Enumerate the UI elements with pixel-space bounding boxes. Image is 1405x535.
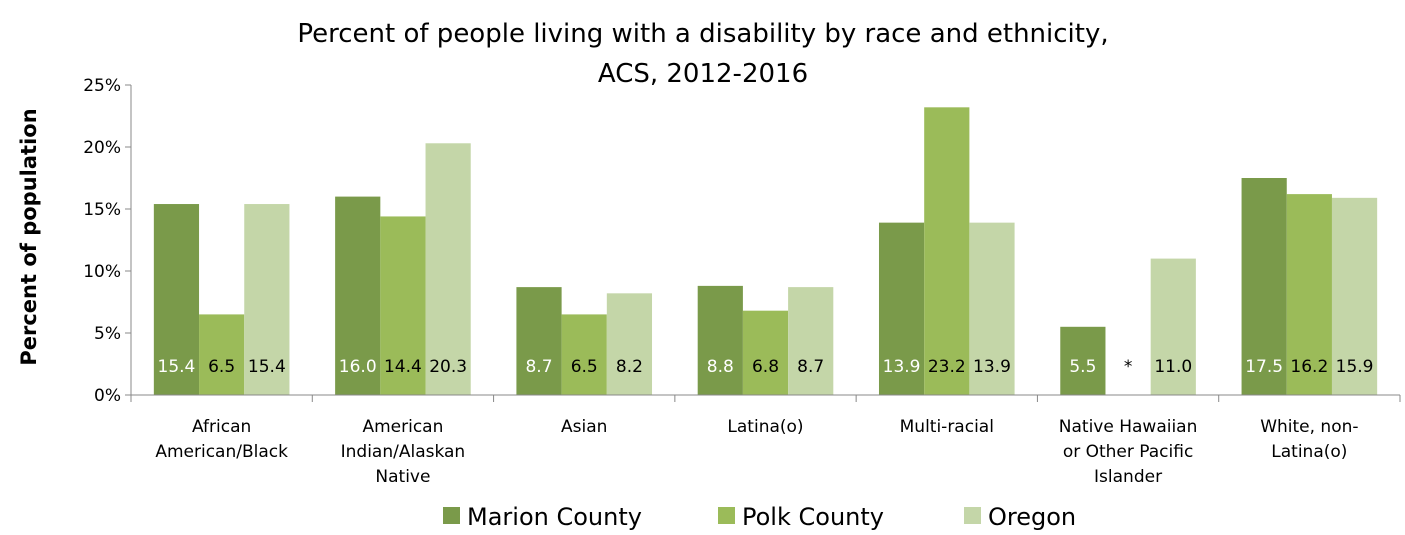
- bar: [244, 204, 290, 395]
- x-category-label: Multi-racial: [900, 417, 994, 437]
- legend-swatch: [443, 507, 460, 524]
- y-tick-label: 20%: [83, 138, 121, 158]
- data-label: 16.0: [339, 357, 377, 377]
- data-label: 6.5: [571, 357, 598, 377]
- data-label: 6.8: [752, 357, 779, 377]
- bar: [1150, 258, 1196, 395]
- data-label: 15.9: [1336, 357, 1374, 377]
- bar: [742, 310, 789, 395]
- legend-swatch: [718, 507, 735, 524]
- data-label: 20.3: [429, 357, 467, 377]
- legend-label: Polk County: [742, 503, 884, 531]
- bar: [969, 222, 1015, 395]
- bar: [516, 287, 562, 395]
- bar: [924, 107, 970, 395]
- data-labels-group: 15.4 6.5 15.4 16.0 14.4 20.3 8.7 6.5 8.2 8.8 6.8 8.…: [158, 357, 1374, 377]
- data-label: 14.4: [384, 357, 422, 377]
- x-category-label: African American/Black: [155, 417, 288, 462]
- y-tick-label: 5%: [94, 324, 121, 344]
- legend-label: Marion County: [467, 503, 642, 531]
- x-category-label: White, non-Latina(o): [1260, 417, 1358, 462]
- data-label: 15.4: [158, 357, 196, 377]
- data-label: 15.4: [248, 357, 286, 377]
- data-label: 8.7: [525, 357, 552, 377]
- bar: [335, 196, 381, 395]
- y-axis-label: Percent of population: [17, 108, 41, 365]
- data-label: 8.2: [616, 357, 643, 377]
- chart-title-line-1: Percent of people living with a disabili…: [297, 19, 1108, 49]
- bar: [1286, 194, 1332, 395]
- data-label: 8.8: [707, 357, 734, 377]
- data-label: 23.2: [928, 357, 966, 377]
- data-label: 16.2: [1290, 357, 1328, 377]
- bar: [199, 314, 245, 395]
- bar: [561, 314, 607, 395]
- bar: [1241, 178, 1287, 395]
- x-category-label: American Indian/Alaskan Native: [341, 417, 466, 487]
- bars-group: [153, 107, 1378, 395]
- y-tick-label: 15%: [83, 200, 121, 220]
- data-label: *: [1124, 357, 1133, 377]
- x-category-label: Latina(o): [727, 417, 803, 437]
- legend-swatch: [964, 507, 981, 524]
- bar: [878, 222, 925, 395]
- x-category-label: Native Hawaiian or Other Pacific Islander: [1059, 417, 1198, 487]
- x-category-label: Asian: [561, 417, 607, 437]
- y-tick-label: 25%: [83, 76, 121, 96]
- data-label: 8.7: [797, 357, 824, 377]
- data-label: 13.9: [883, 357, 921, 377]
- x-axis: African American/Black American Indian/Alas…: [130, 394, 1401, 487]
- bar: [425, 143, 471, 395]
- bar: [606, 293, 653, 395]
- data-label: 5.5: [1069, 357, 1096, 377]
- bar: [788, 287, 834, 395]
- y-tick-label: 10%: [83, 262, 121, 282]
- bar: [153, 204, 200, 395]
- y-axis: 0% 5% 10% 15% 20% 25%: [83, 76, 132, 406]
- bar: [1060, 326, 1106, 395]
- data-label: 17.5: [1245, 357, 1283, 377]
- bar: [380, 216, 426, 395]
- y-tick-label: 0%: [94, 386, 121, 406]
- data-label: 13.9: [973, 357, 1011, 377]
- legend: Marion County Polk County Oregon: [443, 503, 1076, 531]
- data-label: 6.5: [208, 357, 235, 377]
- chart-title-line-2: ACS, 2012-2016: [598, 59, 808, 89]
- legend-label: Oregon: [988, 503, 1076, 531]
- data-label: 11.0: [1154, 357, 1192, 377]
- bar: [697, 285, 743, 395]
- bar: [1331, 197, 1378, 395]
